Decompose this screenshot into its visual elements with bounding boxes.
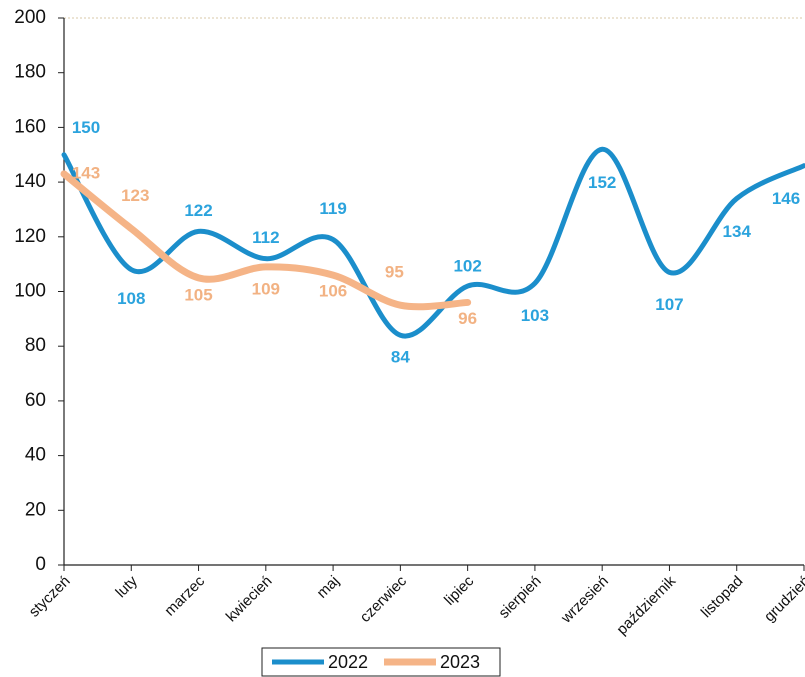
data-label: 103 [521, 306, 549, 325]
data-label: 112 [252, 228, 279, 247]
data-label: 95 [385, 263, 404, 282]
x-tick-label: październik [613, 572, 679, 638]
data-label: 119 [319, 199, 346, 218]
y-tick-label: 200 [14, 7, 46, 28]
x-tick-label: grudzień [761, 573, 805, 626]
y-tick-label: 180 [14, 62, 46, 83]
data-label: 84 [391, 348, 410, 367]
data-label: 146 [772, 189, 800, 208]
y-tick-label: 40 [25, 445, 46, 466]
legend-label: 2022 [328, 652, 368, 672]
data-label: 105 [184, 285, 212, 304]
data-label: 108 [117, 289, 145, 308]
x-tick-label: luty [112, 572, 141, 601]
legend-label: 2023 [440, 652, 480, 672]
x-tick-label: czerwiec [357, 572, 411, 626]
x-tick-label: sierpień [495, 573, 544, 622]
x-tick-label: marzec [161, 572, 208, 619]
x-tick-label: listopad [698, 573, 747, 622]
data-label: 122 [184, 201, 212, 220]
y-tick-label: 140 [14, 171, 46, 192]
data-label: 109 [252, 279, 280, 298]
y-tick-label: 160 [14, 116, 46, 137]
y-tick-label: 0 [35, 554, 46, 575]
x-tick-label: wrzesień [557, 573, 612, 628]
data-label: 96 [458, 309, 477, 328]
data-label: 152 [588, 173, 616, 192]
y-tick-label: 100 [14, 281, 46, 302]
data-label: 134 [723, 222, 752, 241]
series-line [61, 146, 805, 339]
data-label: 107 [655, 295, 683, 314]
y-tick-label: 20 [25, 499, 46, 520]
data-label: 143 [72, 163, 100, 182]
y-tick-label: 60 [25, 390, 46, 411]
data-label: 123 [121, 186, 149, 205]
x-tick-label: lipiec [441, 572, 478, 609]
x-tick-label: styczeń [26, 573, 74, 621]
series-line [60, 170, 472, 311]
x-tick-label: maj [314, 573, 343, 602]
data-label: 102 [453, 257, 481, 276]
x-tick-label: kwiecień [223, 573, 276, 626]
y-tick-label: 80 [25, 335, 46, 356]
y-tick-label: 120 [14, 226, 46, 247]
data-label: 150 [72, 118, 100, 137]
data-label: 106 [319, 282, 347, 301]
